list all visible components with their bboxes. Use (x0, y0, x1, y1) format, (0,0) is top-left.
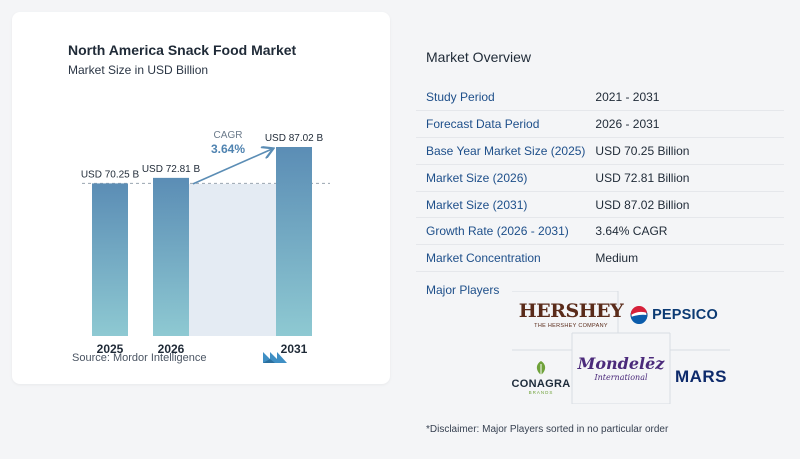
row-value: 2026 - 2031 (585, 110, 784, 139)
bar-2025 (92, 183, 128, 336)
market-overview-title: Market Overview (426, 49, 532, 65)
conagra-subtitle: BRANDS (528, 389, 554, 395)
table-row: Growth Rate (2026 - 2031) 3.64% CAGR (416, 217, 784, 246)
table-row: Forecast Data Period 2026 - 2031 (416, 110, 784, 139)
hershey-subtitle: THE HERSHEY COMPANY (534, 322, 608, 329)
category-label-2031: 2031 (281, 342, 308, 356)
table-row: Study Period 2021 - 2031 (416, 84, 784, 112)
row-key: Base Year Market Size (2025) (416, 137, 586, 165)
mondelez-logo: Mondelēz International (573, 335, 669, 403)
category-label-2025: 2025 (97, 342, 124, 356)
projection-area (189, 183, 276, 336)
cagr-value: 3.64% (211, 142, 245, 156)
row-value: USD 87.02 Billion (585, 191, 784, 219)
value-label-2025: USD 70.25 B (81, 169, 140, 180)
mars-wordmark: MARS (674, 367, 728, 386)
row-key: Forecast Data Period (416, 110, 586, 139)
row-key: Market Size (2026) (416, 164, 586, 192)
table-row: Base Year Market Size (2025) USD 70.25 Bi… (416, 137, 784, 165)
hershey-logo: HERSHEY THE HERSHEY COMPANY (519, 297, 624, 333)
row-key: Study Period (416, 84, 586, 112)
row-key: Growth Rate (2026 - 2031) (416, 217, 586, 246)
pepsico-wordmark: PEPSICO (652, 307, 718, 323)
logo-grid-lines (512, 291, 730, 404)
row-value: USD 72.81 Billion (585, 164, 784, 192)
mondelez-wordmark: Mondelēz (577, 354, 665, 373)
major-players-logos: HERSHEY THE HERSHEY COMPANY PEPSICO CONA… (512, 291, 730, 404)
mondelez-subtitle: International (594, 373, 648, 382)
conagra-wordmark: CONAGRA (511, 377, 571, 390)
source-text: Source: Mordor Intelligence (72, 352, 207, 364)
hershey-wordmark: HERSHEY (518, 299, 624, 322)
row-value: 3.64% CAGR (585, 217, 784, 246)
value-label-2031: USD 87.02 B (265, 133, 324, 144)
cagr-label: CAGR (214, 130, 243, 141)
major-players-label: Major Players (426, 283, 500, 297)
chart-subtitle: Market Size in USD Billion (68, 63, 209, 77)
table-row: Market Size (2026) USD 72.81 Billion (416, 164, 784, 192)
conagra-logo: CONAGRA BRANDS (512, 353, 570, 401)
bar-2031 (276, 147, 312, 336)
pepsico-globe-icon (630, 306, 648, 324)
row-key: Market Size (2031) (416, 191, 586, 219)
table-row: Market Size (2031) USD 87.02 Billion (416, 191, 784, 219)
row-value: Medium (585, 244, 784, 273)
mordor-logo-icon (263, 352, 287, 363)
market-overview-table: Study Period 2021 - 2031 Forecast Data Pe… (416, 84, 784, 273)
cagr-arrow (192, 149, 272, 185)
pepsico-logo: PEPSICO (620, 297, 728, 333)
chart-title: North America Snack Food Market (68, 42, 297, 58)
bar-2026 (153, 177, 189, 336)
value-label-2026: USD 72.81 B (142, 164, 201, 175)
category-label-2026: 2026 (158, 342, 185, 356)
disclaimer-text: *Disclaimer: Major Players sorted in no … (426, 424, 669, 435)
row-value: USD 70.25 Billion (585, 137, 784, 165)
mars-logo: MARS (672, 353, 730, 401)
table-row: Market Concentration Medium (416, 244, 784, 273)
row-value: 2021 - 2031 (585, 84, 784, 112)
row-key: Market Concentration (416, 244, 586, 273)
conagra-leaf-icon (536, 360, 546, 375)
